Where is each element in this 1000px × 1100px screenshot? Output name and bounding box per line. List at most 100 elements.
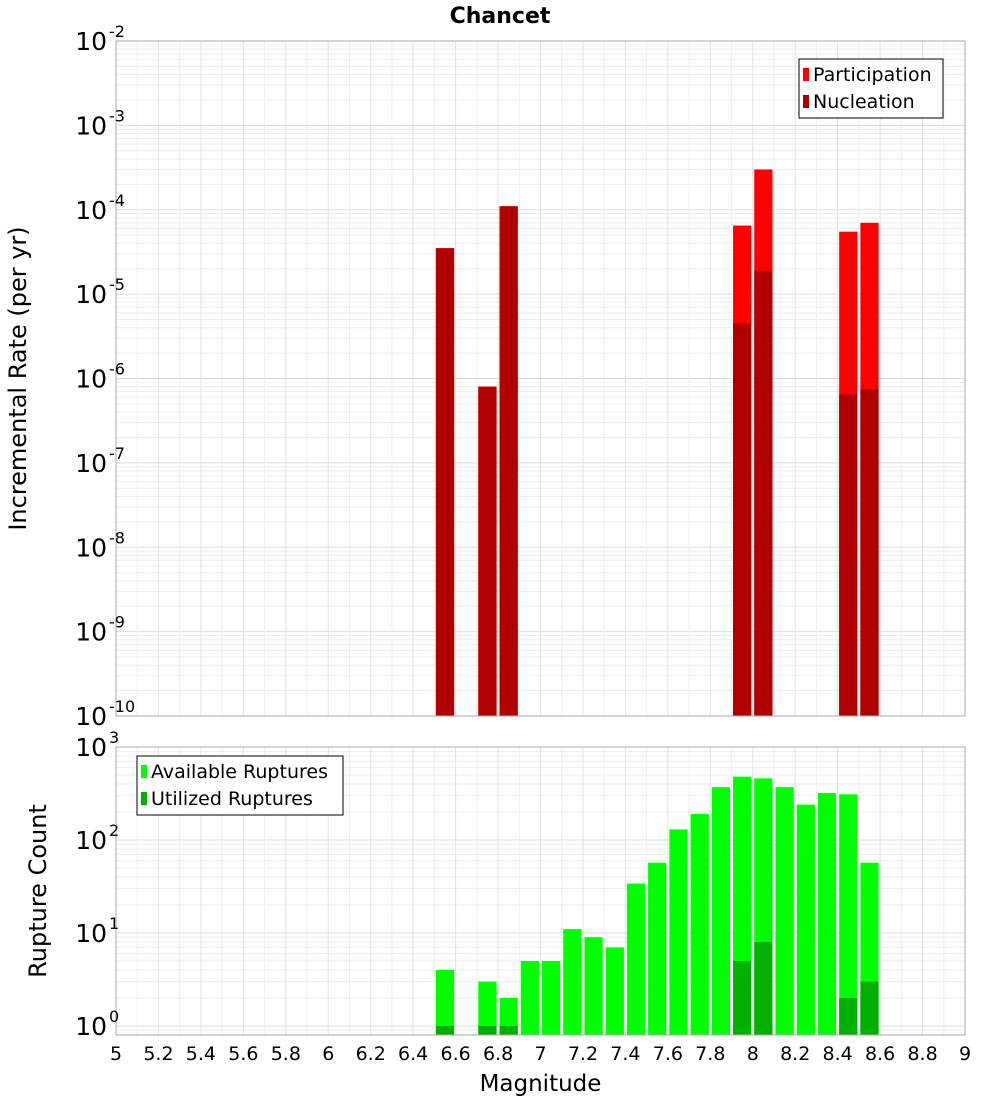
x-tick-label: 7.4: [610, 1043, 640, 1065]
y-axis-title: Incremental Rate (per yr): [4, 226, 32, 530]
y-tick-base: 10: [75, 27, 107, 56]
bar-primary: [435, 969, 455, 1035]
bar-primary: [817, 793, 837, 1035]
y-tick-label: 10: [75, 27, 107, 56]
bar-overlay: [839, 997, 858, 1035]
x-tick-label: 5.2: [143, 1043, 173, 1065]
y-tick-base: 10: [75, 449, 107, 478]
x-tick-label: 7.2: [568, 1043, 598, 1065]
bar-primary: [605, 947, 624, 1035]
x-tick-label: 6.8: [483, 1043, 513, 1065]
legend-swatch: [141, 765, 147, 778]
y-tick-base: 10: [75, 196, 107, 225]
x-tick-label: 5.4: [186, 1043, 216, 1065]
bar-primary: [520, 960, 539, 1035]
y-tick-base: 10: [75, 111, 107, 140]
bar-overlay: [754, 270, 773, 716]
y-tick-label: 10: [75, 533, 107, 562]
bar-overlay: [754, 942, 773, 1035]
bar-primary: [796, 804, 815, 1035]
bar-overlay: [499, 1025, 518, 1035]
legend-label: Available Ruptures: [151, 761, 328, 783]
legend-swatch: [803, 68, 809, 81]
y-tick-label: 10: [75, 618, 107, 647]
y-tick-label: 10: [75, 826, 107, 855]
y-tick-label: 10: [75, 280, 107, 309]
x-tick-label: 6.6: [440, 1043, 470, 1065]
y-tick-exponent: -5: [109, 275, 125, 294]
x-tick-label: 5.6: [228, 1043, 258, 1065]
y-tick-label: 10: [75, 196, 107, 225]
bar-overlay: [435, 1025, 455, 1035]
y-tick-label: 10: [75, 1012, 107, 1041]
x-tick-label: 9: [959, 1043, 971, 1065]
legend-label: Utilized Ruptures: [151, 788, 313, 810]
y-tick-base: 10: [75, 533, 107, 562]
y-tick-base: 10: [75, 919, 107, 948]
y-tick-base: 10: [75, 618, 107, 647]
x-tick-label: 7: [534, 1043, 546, 1065]
y-tick-base: 10: [75, 702, 107, 731]
bar-primary: [478, 981, 497, 1035]
x-tick-label: 7.6: [653, 1043, 683, 1065]
bar-overlay: [860, 389, 879, 716]
y-tick-base: 10: [75, 1012, 107, 1041]
bar-primary: [711, 787, 731, 1035]
bar-primary: [648, 862, 667, 1035]
y-tick-base: 10: [75, 365, 107, 394]
y-tick-exponent: -9: [109, 613, 125, 632]
bar-overlay: [478, 386, 497, 716]
x-tick-label: 8.8: [907, 1043, 937, 1065]
legend-swatch: [141, 792, 147, 805]
bar-overlay: [499, 206, 518, 716]
x-tick-label: 8.4: [823, 1043, 853, 1065]
plot-frame: [115, 40, 966, 717]
x-tick-label: 8: [747, 1043, 759, 1065]
bar-primary: [542, 960, 561, 1035]
y-tick-label: 10: [75, 449, 107, 478]
x-tick-label: 7.8: [695, 1043, 725, 1065]
y-tick-exponent: 3: [109, 728, 119, 747]
bar-overlay: [733, 323, 752, 716]
x-tick-label: 5.8: [271, 1043, 301, 1065]
y-tick-base: 10: [75, 826, 107, 855]
x-tick-label: 8.2: [780, 1043, 810, 1065]
bar-primary: [499, 997, 518, 1035]
bar-overlay: [478, 1025, 497, 1035]
bar-overlay: [733, 960, 752, 1035]
bar-overlay: [435, 248, 455, 717]
x-tick-label: 5: [110, 1043, 122, 1065]
bar-primary: [563, 929, 582, 1035]
bar-overlay: [839, 394, 858, 716]
y-tick-base: 10: [75, 280, 107, 309]
y-tick-base: 10: [75, 733, 107, 762]
y-tick-exponent: 0: [109, 1007, 119, 1026]
y-tick-exponent: -10: [109, 697, 135, 716]
bar-primary: [775, 787, 794, 1035]
legend-label: Nucleation: [813, 91, 915, 113]
y-tick-exponent: -3: [109, 106, 125, 125]
x-tick-label: 6: [322, 1043, 334, 1065]
legend-box: [136, 755, 344, 816]
legend-label: Participation: [813, 64, 932, 86]
y-tick-label: 10: [75, 733, 107, 762]
y-tick-label: 10: [75, 702, 107, 731]
y-axis-title: Rupture Count: [24, 804, 52, 978]
y-tick-label: 10: [75, 111, 107, 140]
legend-box: [798, 58, 944, 119]
bar-primary: [839, 794, 858, 1035]
y-tick-exponent: 1: [109, 914, 119, 933]
y-tick-label: 10: [75, 919, 107, 948]
bar-overlay: [860, 981, 879, 1035]
chart-title: Chancet: [450, 4, 551, 29]
y-tick-exponent: 2: [109, 821, 119, 840]
x-tick-label: 6.4: [398, 1043, 428, 1065]
x-tick-label: 8.6: [865, 1043, 895, 1065]
y-tick-exponent: -2: [109, 22, 125, 41]
x-axis-title: Magnitude: [480, 1071, 602, 1097]
plot-frame: [115, 746, 966, 1036]
